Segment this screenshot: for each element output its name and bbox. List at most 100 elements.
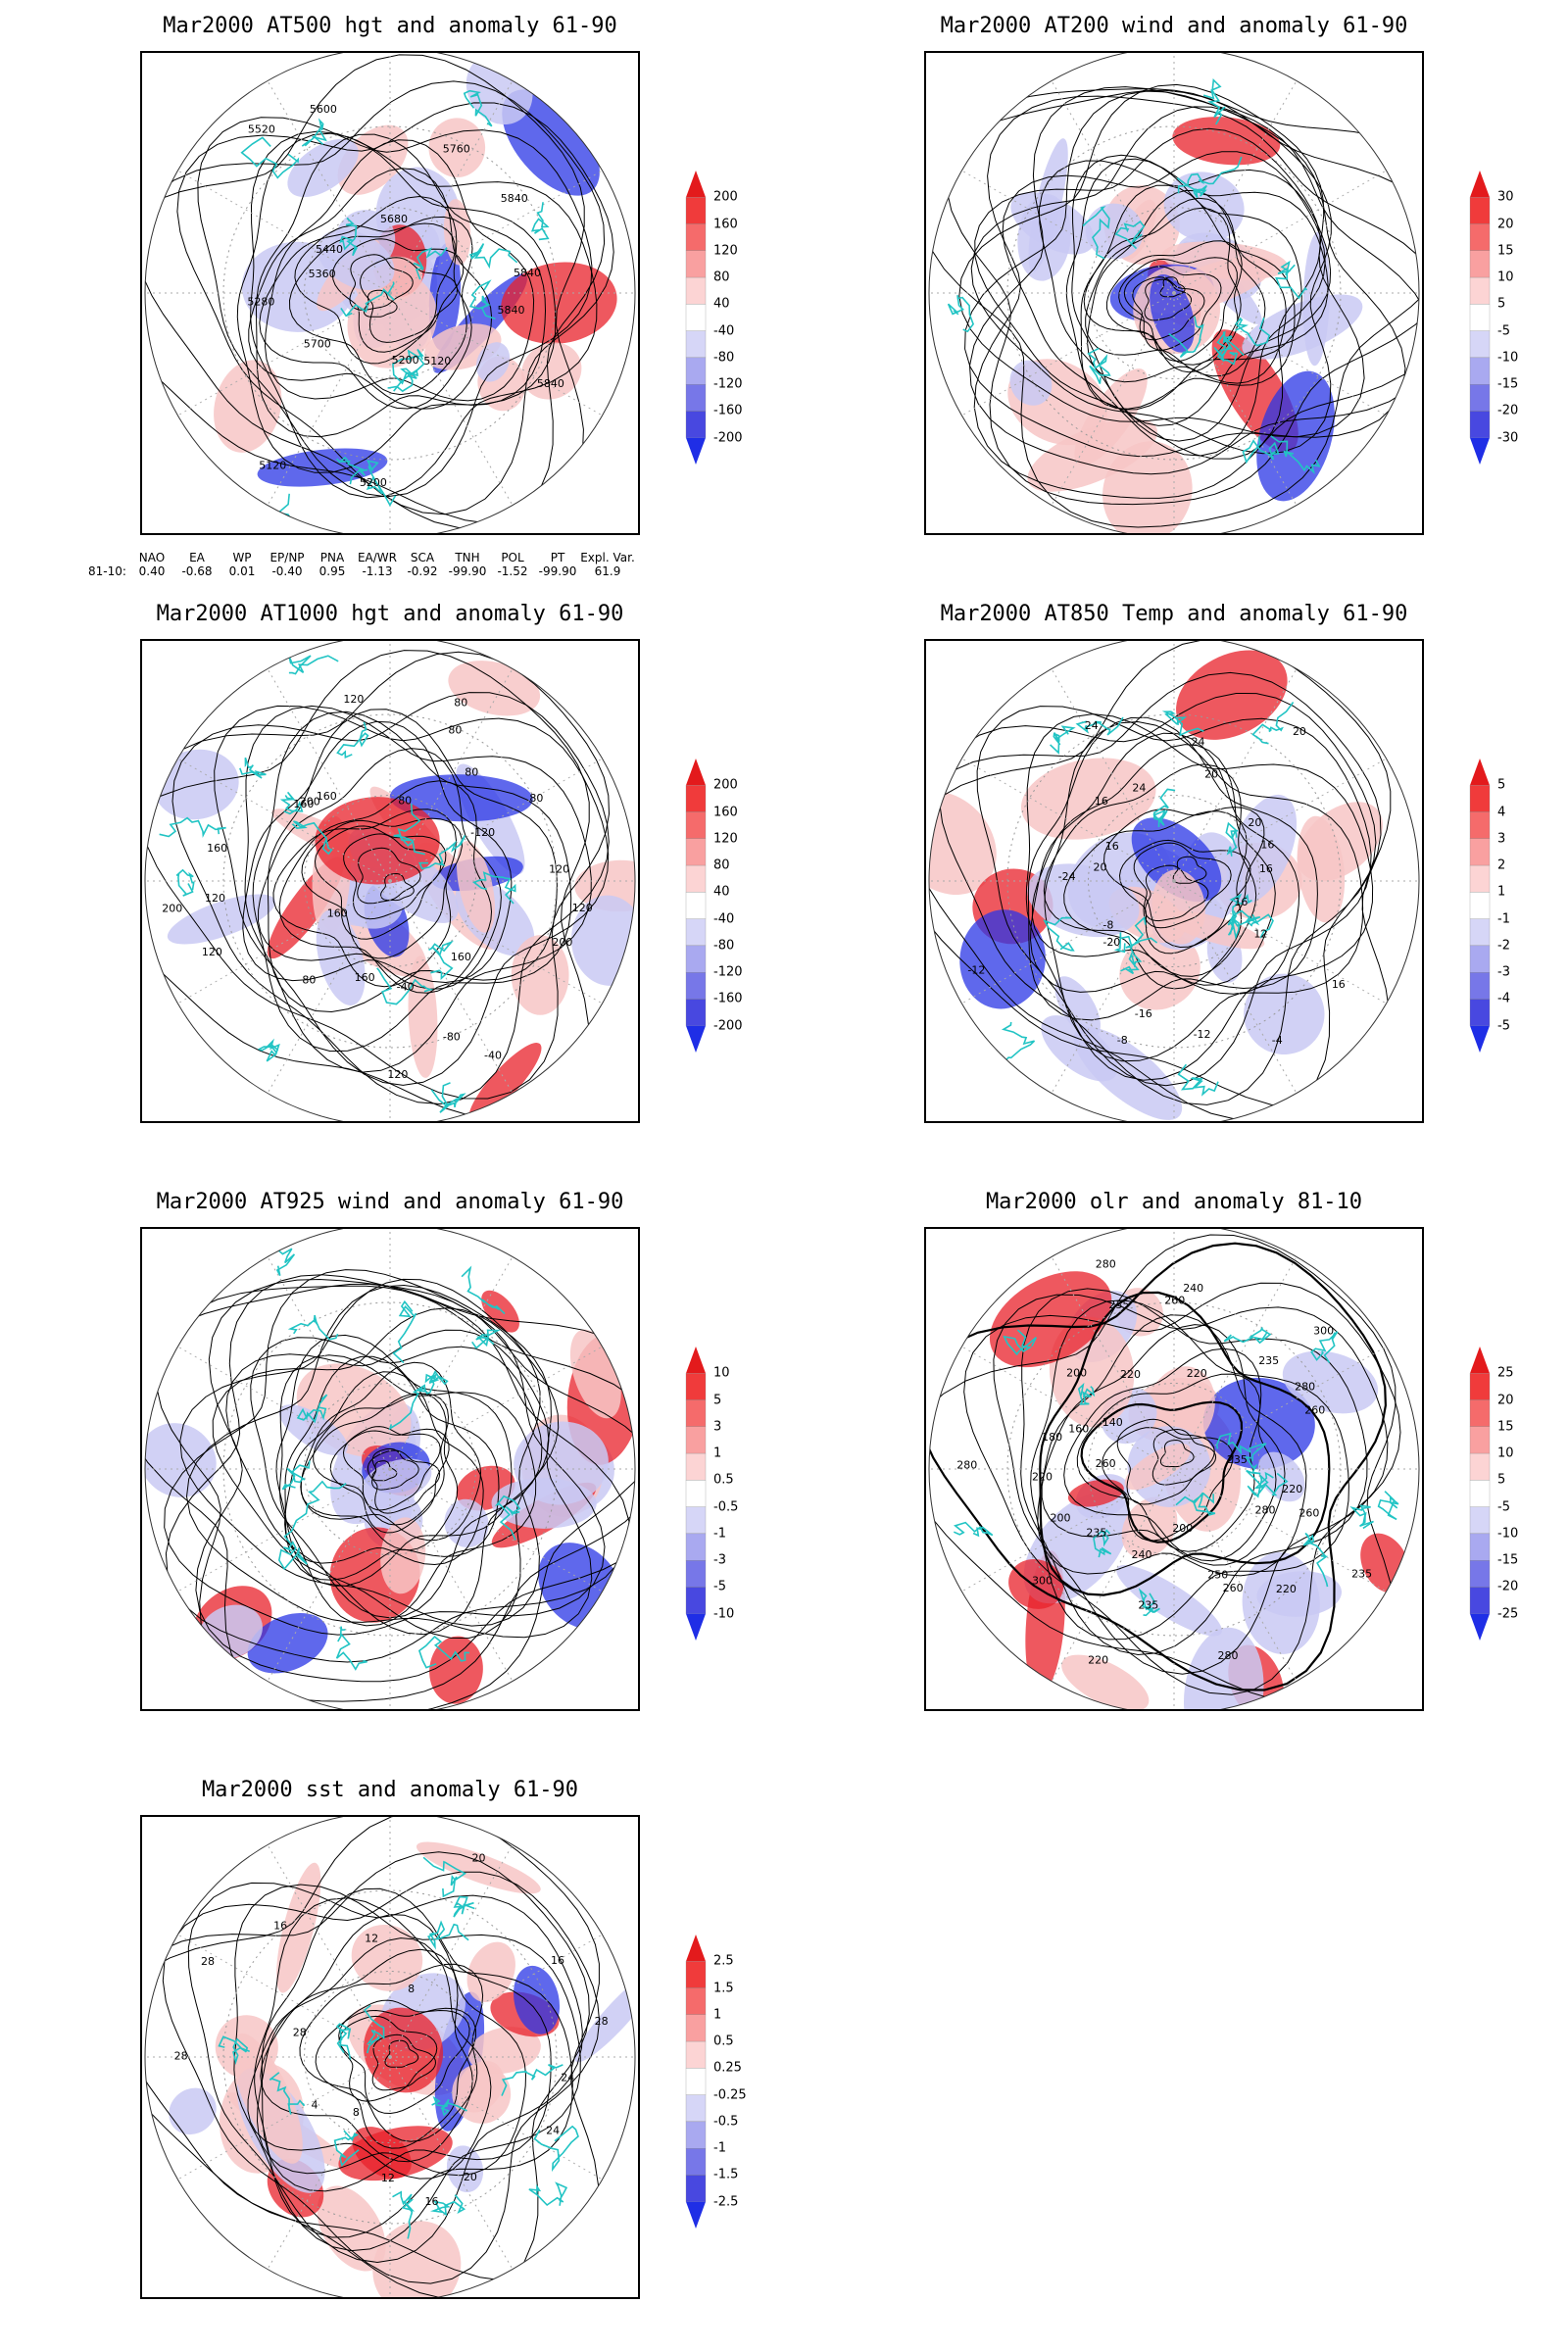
coastline	[468, 279, 496, 320]
coastline	[1177, 1063, 1219, 1097]
anomaly-shade	[475, 342, 511, 382]
contour-label: 20	[1293, 725, 1306, 738]
coastline	[1075, 716, 1124, 736]
colorbar-label: 3	[1497, 831, 1506, 847]
anomaly-shade	[1226, 794, 1298, 905]
contour-line	[300, 1361, 482, 1542]
contour-label: 235	[1086, 1526, 1106, 1539]
contour-label: 5840	[501, 192, 528, 205]
anomaly-shade	[1166, 910, 1265, 950]
coastline	[366, 460, 397, 508]
contour-label: 24	[1132, 781, 1146, 794]
contour-label: 4	[311, 2098, 318, 2111]
contour-label: -80	[443, 1031, 461, 1044]
colorbar-label: -3	[713, 1552, 726, 1568]
contour-label: 16	[273, 1920, 287, 1933]
coastline	[392, 348, 424, 392]
coastline	[1003, 1329, 1038, 1356]
index-value: -0.40	[271, 564, 303, 578]
colorbar-swatches	[685, 1347, 707, 1641]
anomaly-shade	[1054, 976, 1101, 1038]
contour-label: 200	[162, 902, 182, 914]
colorbar-segment	[685, 2094, 707, 2123]
coastline	[392, 1299, 417, 1364]
latitude-circle	[1088, 1383, 1260, 1555]
colorbar-label: -10	[1497, 350, 1519, 366]
contour-line	[1030, 1299, 1349, 1641]
contour-label: 80	[454, 697, 467, 710]
map-disk	[145, 1817, 635, 2297]
index-header: SCA	[410, 551, 435, 564]
coastline	[427, 1920, 469, 1950]
contour-label: 200	[552, 936, 572, 949]
meridian-line	[389, 1256, 514, 1470]
contour-line	[1080, 184, 1296, 410]
contour-line	[284, 1355, 500, 1581]
anomaly-shade	[145, 1423, 217, 1497]
coastline	[1152, 788, 1176, 828]
panel-title: Mar2000 AT1000 hgt and anomaly 61-90	[156, 602, 624, 626]
teleconnection-index-table: NAO EA WP EP/NP PNA EA/WR SCA TNH POL PT Expl. Var…	[88, 551, 635, 578]
contour-label: 16	[425, 2195, 439, 2208]
colorbar-label: 120	[713, 243, 738, 259]
anomaly-shade	[466, 1941, 515, 2003]
colorbar-segment	[685, 2040, 707, 2069]
contour-label: 235	[1108, 1298, 1129, 1311]
colorbar-label: -40	[713, 323, 735, 339]
colorbar-label: 0.5	[713, 2034, 734, 2049]
colorbar-label: 10	[1497, 1446, 1514, 1461]
contour-line	[254, 1897, 573, 2238]
contour-label: 260	[1298, 1507, 1319, 1520]
colorbar-segment	[685, 1987, 707, 2015]
coastline	[387, 349, 425, 393]
colorbar-arrow-bottom	[686, 1025, 706, 1053]
coastline	[528, 2181, 568, 2207]
anomaly-shade	[408, 956, 438, 1078]
colorbar-arrow-bottom	[686, 437, 706, 465]
polar-map: 120200160-40-80-401201608016012020012016…	[144, 641, 636, 1121]
colorbar-segment	[685, 1506, 707, 1535]
map-disk	[145, 1229, 635, 1709]
colorbar-segment	[1469, 1373, 1491, 1400]
contour-label: 20	[472, 1852, 486, 1865]
colorbar-label: 25	[1497, 1365, 1514, 1381]
contour-label: -8	[1102, 919, 1113, 932]
map-frame: 16 12 16 -4 -12 -16 -8 -20 -8 -12 -24 20 16 16 24 24 24 2…	[924, 639, 1424, 1123]
anomaly-shade	[372, 2221, 462, 2297]
contour-line	[252, 710, 572, 1053]
contour-line	[185, 1284, 593, 1639]
contour-label: 5840	[514, 267, 541, 279]
contour-line	[342, 1426, 441, 1511]
contour-label: 16	[551, 1954, 564, 1967]
colorbar-segment	[685, 785, 707, 812]
coastline	[424, 1370, 449, 1386]
map-frame: 5840 5840 5120 5200 5200 5120 5700 5280 5360 5440…	[140, 51, 640, 535]
map-disk	[145, 53, 635, 533]
index-header: EA	[189, 551, 205, 564]
colorbar-arrow-top	[686, 1347, 706, 1374]
map-disk	[929, 53, 1419, 533]
coastline	[376, 967, 434, 1005]
colorbar-label: 30	[1497, 189, 1514, 205]
coastline	[1077, 1382, 1096, 1405]
colorbar-label: -2	[1497, 938, 1510, 954]
index-row-spacer	[88, 551, 129, 564]
index-value-row: 81-10: 0.40 -0.68 0.01 -0.40 0.95 -1.13 -0.92 -9…	[88, 564, 635, 578]
colorbar-label: 200	[713, 777, 738, 793]
contour-label: -12	[1194, 1028, 1211, 1041]
contour-line	[301, 817, 463, 959]
coastline	[501, 2064, 564, 2096]
anomaly-shade	[231, 2033, 303, 2164]
colorbar-segment	[685, 304, 707, 331]
anomaly-shade	[1008, 1559, 1064, 1609]
colorbar-swatches	[1469, 1347, 1491, 1641]
contour-line	[329, 1428, 450, 1534]
contour-line	[1029, 732, 1300, 995]
colorbar-segment	[685, 892, 707, 919]
coastline	[1242, 436, 1280, 465]
colorbar-label: 40	[713, 296, 730, 312]
index-value: -1.52	[497, 564, 528, 578]
contour-label: 280	[1218, 1649, 1239, 1662]
map-boundary	[144, 53, 636, 533]
anomaly-shade	[317, 2185, 386, 2272]
